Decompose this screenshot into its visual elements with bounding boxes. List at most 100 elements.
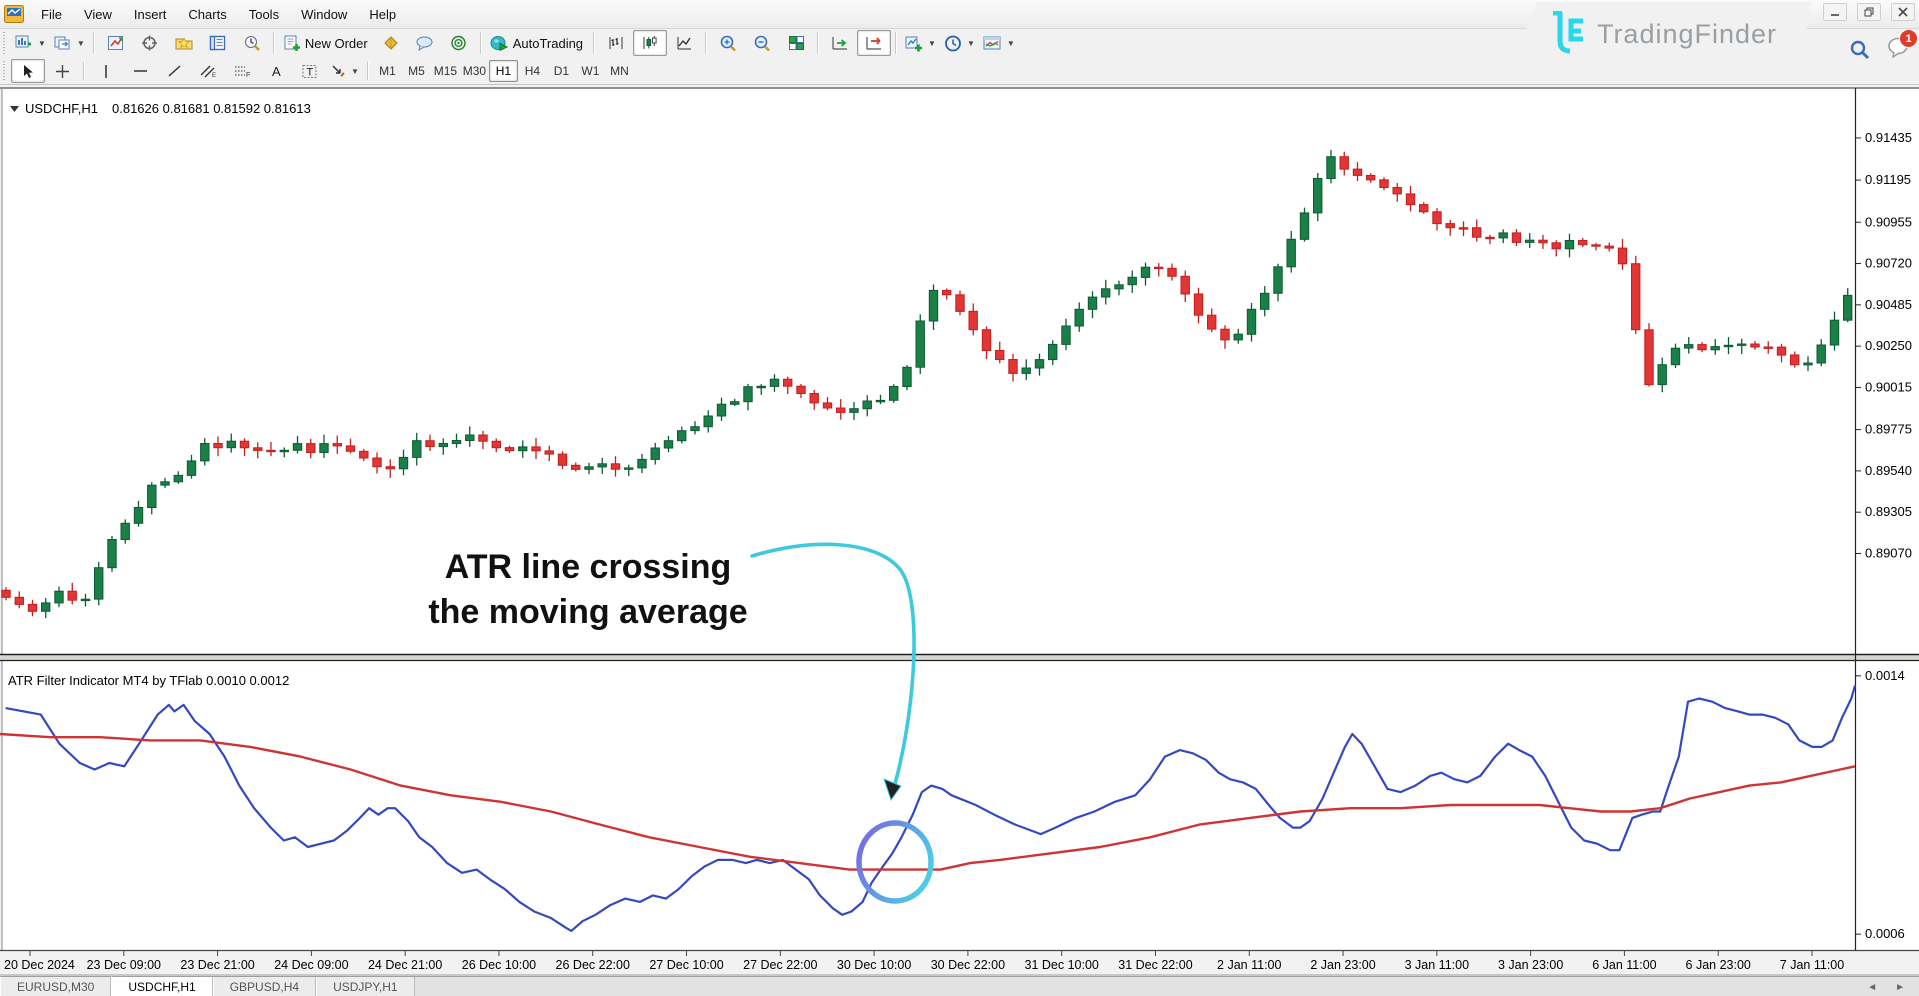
candle-body: [531, 446, 541, 452]
strategy-tester-button[interactable]: [235, 30, 269, 56]
menu-tools[interactable]: Tools: [248, 6, 280, 22]
candle-body: [54, 590, 64, 604]
time-tick-label: 20 Dec 2024: [4, 958, 75, 972]
tile-windows-button[interactable]: [779, 30, 813, 56]
candle-body: [809, 393, 819, 404]
candle-body: [1538, 239, 1548, 244]
arrows-tool[interactable]: ▼: [327, 58, 363, 84]
candle-body: [1684, 344, 1694, 349]
candle-body: [1670, 347, 1681, 366]
toolbar-separator: [92, 32, 95, 54]
periods-button[interactable]: ▼: [940, 30, 979, 56]
chat-button[interactable]: [408, 30, 442, 56]
candle-body: [1392, 187, 1402, 195]
panel-splitter[interactable]: [0, 655, 1919, 660]
candle-body: [1220, 328, 1230, 341]
line-chart-mode-button[interactable]: [667, 30, 701, 56]
community-button[interactable]: [442, 30, 476, 56]
candle-body: [491, 440, 502, 449]
time-tick-label: 23 Dec 09:00: [87, 958, 161, 972]
terminal-button[interactable]: [201, 30, 235, 56]
notifications-icon[interactable]: 1: [1887, 29, 1918, 63]
tab-usdjpy-h1[interactable]: USDJPY,H1: [316, 977, 415, 996]
profiles-button[interactable]: ▼: [50, 30, 89, 56]
toolbar-separator: [83, 61, 85, 81]
menu-view[interactable]: View: [83, 6, 112, 22]
new-chart-button[interactable]: ▼: [11, 30, 50, 56]
zoom-out-button[interactable]: [745, 30, 779, 56]
timeframe-m1[interactable]: M1: [379, 64, 396, 78]
text-tool[interactable]: A: [259, 59, 293, 83]
candle-body: [703, 415, 713, 428]
candlestick-mode-button[interactable]: [633, 30, 668, 56]
autotrading-button[interactable]: AutoTrading: [486, 30, 589, 56]
market-watch-button[interactable]: [99, 30, 133, 56]
tab-scroll-controls: ◄ ►: [1867, 977, 1919, 996]
candle-body: [1591, 244, 1601, 247]
time-tick-label: 30 Dec 10:00: [837, 958, 911, 972]
time-axis-labels[interactable]: 20 Dec 2024 23 Dec 09:00 23 Dec 21:00 24 De…: [4, 951, 1844, 972]
tab-gbpusd-h4[interactable]: GBPUSD,H4: [212, 977, 317, 996]
timeframe-h1[interactable]: H1: [488, 60, 518, 82]
toolbar-grip[interactable]: [2, 31, 7, 55]
chart-shift-button[interactable]: [857, 30, 892, 56]
templates-button[interactable]: ▼: [979, 30, 1019, 56]
crosshair-tool[interactable]: [45, 59, 79, 83]
candlestick-series: [1, 150, 1853, 619]
menu-insert[interactable]: Insert: [133, 6, 167, 22]
candle-body: [478, 434, 488, 442]
auto-scroll-button[interactable]: [823, 30, 857, 56]
candle-body: [1167, 267, 1177, 277]
zoom-in-button[interactable]: [711, 30, 745, 56]
timeframe-mn[interactable]: MN: [610, 64, 629, 78]
timeframe-w1[interactable]: W1: [581, 64, 600, 78]
trendline-tool[interactable]: [157, 59, 191, 83]
timeframe-h4[interactable]: H4: [524, 64, 541, 78]
collapse-triangle-icon[interactable]: [10, 106, 19, 112]
tab-scroll-right-icon[interactable]: ►: [1895, 981, 1905, 993]
equidistant-channel-tool[interactable]: E: [191, 59, 225, 83]
tab-scroll-left-icon[interactable]: ◄: [1867, 981, 1878, 993]
candle-body: [107, 539, 117, 569]
toolbar-grip[interactable]: [2, 61, 7, 81]
price-tick-label: 0.90955: [1865, 214, 1912, 229]
candle-body: [1074, 308, 1084, 327]
candle-body: [398, 456, 409, 470]
price-tick-label: 0.89070: [1865, 545, 1912, 560]
menu-window[interactable]: Window: [301, 6, 348, 22]
data-window-button[interactable]: [133, 30, 167, 56]
tab-eurusd-m30[interactable]: EURUSD,M30: [0, 977, 112, 996]
candle-body: [955, 294, 965, 312]
candle-body: [1008, 359, 1018, 374]
candle-body: [663, 440, 674, 449]
bar-chart-mode-button[interactable]: [599, 30, 633, 56]
timeframe-m30[interactable]: M30: [462, 64, 487, 78]
metaeditor-button[interactable]: [374, 30, 408, 56]
minimize-button[interactable]: [1823, 3, 1847, 21]
navigator-button[interactable]: [167, 30, 201, 56]
text-label-tool[interactable]: T: [293, 59, 327, 83]
close-button[interactable]: [1891, 3, 1915, 21]
candle-body: [571, 464, 581, 470]
indicator-series: [0, 685, 1857, 933]
candle-body: [1246, 308, 1257, 335]
search-icon[interactable]: [1849, 39, 1871, 61]
new-order-button[interactable]: New Order: [279, 30, 374, 56]
menu-help[interactable]: Help: [369, 6, 397, 22]
window-controls: [1823, 3, 1915, 21]
candle-body: [1723, 344, 1734, 348]
timeframe-m15[interactable]: M15: [433, 64, 458, 78]
candle-body: [292, 443, 303, 451]
menu-file[interactable]: File: [41, 6, 62, 22]
vertical-line-tool[interactable]: [89, 59, 123, 83]
menu-charts[interactable]: Charts: [188, 6, 227, 22]
cursor-tool[interactable]: [11, 59, 45, 83]
fibonacci-tool[interactable]: F: [225, 59, 259, 83]
timeframe-m5[interactable]: M5: [408, 64, 425, 78]
restore-button[interactable]: [1857, 3, 1881, 21]
horizontal-line-tool[interactable]: [123, 59, 157, 83]
price-chart[interactable]: 0.91435 0.91195 0.90955 0.90720 0.90485 0.902…: [0, 84, 1919, 976]
indicators-button[interactable]: ▼: [901, 30, 940, 56]
timeframe-d1[interactable]: D1: [553, 64, 570, 78]
tab-usdchf-h1[interactable]: USDCHF,H1: [111, 976, 213, 996]
